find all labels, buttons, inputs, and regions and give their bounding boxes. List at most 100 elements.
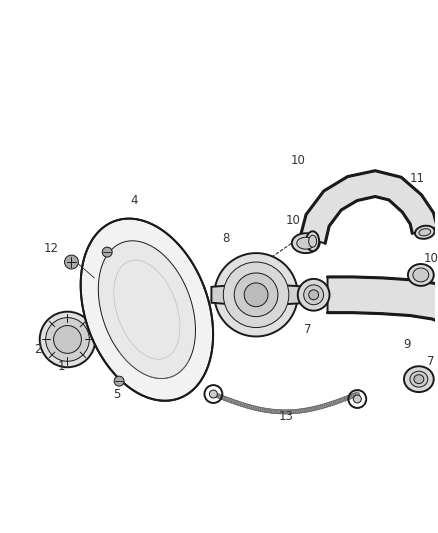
Ellipse shape xyxy=(292,233,320,253)
Circle shape xyxy=(308,407,312,411)
Ellipse shape xyxy=(415,225,434,239)
Circle shape xyxy=(306,408,310,412)
Ellipse shape xyxy=(410,371,428,387)
Circle shape xyxy=(237,401,241,406)
Circle shape xyxy=(335,399,339,404)
Circle shape xyxy=(258,407,263,411)
Circle shape xyxy=(40,312,95,367)
Circle shape xyxy=(209,390,217,398)
Text: 4: 4 xyxy=(130,194,138,207)
Circle shape xyxy=(261,408,265,412)
Circle shape xyxy=(322,403,327,408)
Circle shape xyxy=(297,409,301,413)
Text: 8: 8 xyxy=(223,232,230,245)
Polygon shape xyxy=(98,241,195,378)
Circle shape xyxy=(299,409,303,413)
Circle shape xyxy=(231,399,236,404)
Circle shape xyxy=(214,253,298,336)
Circle shape xyxy=(53,326,81,353)
Circle shape xyxy=(244,283,268,306)
Circle shape xyxy=(223,262,289,328)
Circle shape xyxy=(333,400,338,405)
Text: 7: 7 xyxy=(427,355,434,368)
Circle shape xyxy=(330,401,334,406)
Circle shape xyxy=(319,405,323,409)
Circle shape xyxy=(341,398,345,402)
Circle shape xyxy=(290,409,294,414)
Circle shape xyxy=(288,410,292,414)
Circle shape xyxy=(114,376,124,386)
Circle shape xyxy=(250,405,254,409)
Circle shape xyxy=(273,409,278,414)
Circle shape xyxy=(257,407,261,411)
Circle shape xyxy=(215,393,219,398)
Circle shape xyxy=(235,401,239,405)
Circle shape xyxy=(226,398,230,402)
Ellipse shape xyxy=(309,235,317,247)
Circle shape xyxy=(280,410,285,414)
Circle shape xyxy=(253,406,258,410)
Ellipse shape xyxy=(419,229,431,236)
Circle shape xyxy=(64,255,78,269)
Circle shape xyxy=(234,273,278,317)
Circle shape xyxy=(268,409,272,413)
Ellipse shape xyxy=(297,237,314,249)
Ellipse shape xyxy=(413,268,429,282)
Text: 9: 9 xyxy=(403,338,411,351)
Circle shape xyxy=(230,399,234,403)
Circle shape xyxy=(286,410,290,414)
Circle shape xyxy=(217,394,221,398)
Circle shape xyxy=(279,410,283,414)
Circle shape xyxy=(326,402,330,407)
Circle shape xyxy=(351,393,356,398)
Circle shape xyxy=(328,402,332,406)
Circle shape xyxy=(353,395,361,403)
Polygon shape xyxy=(212,285,236,305)
Circle shape xyxy=(262,408,267,412)
Text: 10: 10 xyxy=(286,214,300,227)
Text: 1: 1 xyxy=(58,360,65,373)
Circle shape xyxy=(244,403,248,408)
Polygon shape xyxy=(81,219,213,401)
Circle shape xyxy=(344,396,349,400)
Ellipse shape xyxy=(298,279,329,311)
Text: 2: 2 xyxy=(34,343,42,356)
Ellipse shape xyxy=(414,375,424,384)
Circle shape xyxy=(295,409,300,414)
Circle shape xyxy=(220,395,225,400)
Circle shape xyxy=(271,409,276,414)
Circle shape xyxy=(102,247,112,257)
Circle shape xyxy=(313,406,318,410)
Circle shape xyxy=(317,405,321,409)
Circle shape xyxy=(266,408,270,413)
Circle shape xyxy=(211,392,215,396)
Circle shape xyxy=(339,398,343,402)
Polygon shape xyxy=(300,171,437,244)
Circle shape xyxy=(300,408,305,413)
Circle shape xyxy=(46,318,89,361)
Circle shape xyxy=(282,410,286,414)
Text: 7: 7 xyxy=(304,323,311,336)
Circle shape xyxy=(240,402,245,407)
Circle shape xyxy=(219,395,223,399)
Circle shape xyxy=(346,395,350,400)
Circle shape xyxy=(242,403,247,407)
Polygon shape xyxy=(328,277,438,380)
Circle shape xyxy=(311,407,316,411)
Circle shape xyxy=(291,409,296,414)
Circle shape xyxy=(246,404,250,408)
Text: 13: 13 xyxy=(279,410,293,423)
Ellipse shape xyxy=(404,366,434,392)
Circle shape xyxy=(239,402,243,406)
Ellipse shape xyxy=(309,290,318,300)
Circle shape xyxy=(251,406,256,410)
Circle shape xyxy=(293,409,297,414)
Circle shape xyxy=(224,397,228,401)
Circle shape xyxy=(310,407,314,411)
Circle shape xyxy=(255,407,259,411)
Circle shape xyxy=(355,392,360,396)
Circle shape xyxy=(324,403,328,407)
Ellipse shape xyxy=(304,285,324,305)
Circle shape xyxy=(332,401,336,405)
Ellipse shape xyxy=(408,264,434,286)
